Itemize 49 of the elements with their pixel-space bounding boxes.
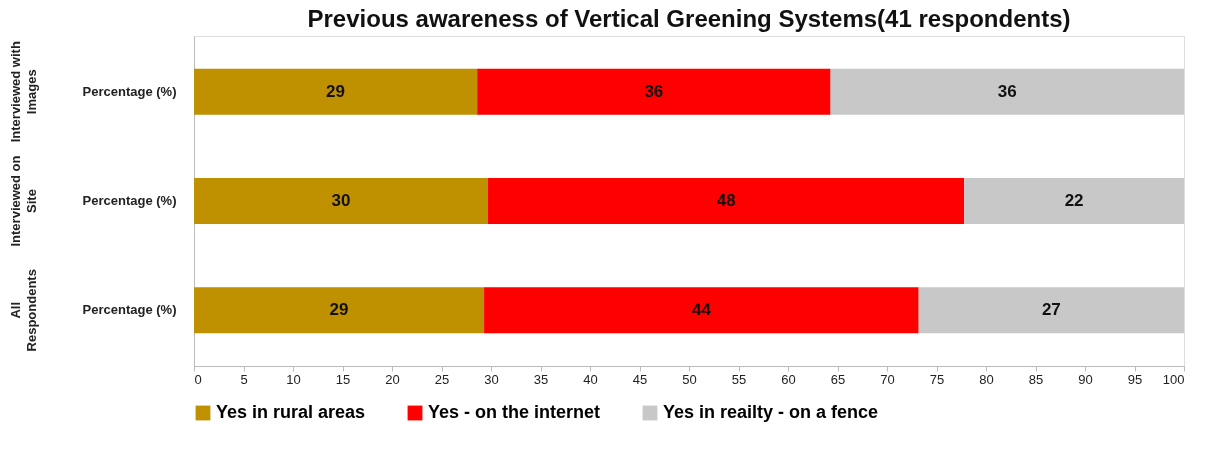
x-tick-label: 15 bbox=[335, 371, 351, 387]
y-tick-label: Percentage (%) bbox=[82, 83, 177, 99]
chart-title: Previous awareness of Vertical Greening Systems(41 respondents) bbox=[307, 5, 1071, 32]
bar bbox=[484, 287, 919, 334]
x-tick-label: 10 bbox=[286, 371, 301, 387]
data-label: 48 bbox=[716, 191, 736, 210]
bar bbox=[194, 287, 485, 334]
bar bbox=[964, 178, 1184, 224]
bar bbox=[194, 178, 489, 224]
bar bbox=[830, 68, 1184, 115]
x-tick-label: 55 bbox=[731, 371, 747, 387]
x-tick-label: 65 bbox=[830, 371, 846, 387]
x-tick-label: 80 bbox=[979, 371, 994, 387]
x-tick-label: 70 bbox=[880, 371, 895, 387]
data-label: 27 bbox=[1041, 300, 1061, 320]
x-tick-label: 45 bbox=[632, 371, 648, 387]
data-label: 29 bbox=[326, 81, 346, 101]
bar bbox=[488, 178, 965, 224]
data-label: 44 bbox=[691, 300, 712, 320]
x-tick-label: 85 bbox=[1028, 371, 1044, 387]
data-label: 29 bbox=[329, 300, 349, 320]
data-label: 36 bbox=[644, 81, 664, 101]
x-tick-label: 5 bbox=[240, 371, 248, 387]
x-tick-label: 75 bbox=[929, 371, 945, 387]
x-tick-label: 60 bbox=[781, 371, 796, 387]
text: Interviewed on Site bbox=[8, 155, 39, 247]
x-tick-label: 25 bbox=[434, 371, 450, 387]
bar bbox=[477, 68, 831, 115]
x-tick-label: 50 bbox=[682, 371, 697, 387]
legend-label: Yes in reailty - on a fence bbox=[663, 402, 879, 422]
y-tick-label: Percentage (%) bbox=[82, 193, 177, 208]
x-tick-label: 100 bbox=[1162, 371, 1185, 387]
data-label: 30 bbox=[331, 191, 351, 210]
x-tick-label: 35 bbox=[533, 371, 549, 387]
legend-label: Yes - on the internet bbox=[428, 402, 601, 422]
text: All Respondents bbox=[8, 269, 39, 352]
bar bbox=[194, 68, 478, 115]
x-tick-label: 20 bbox=[385, 371, 400, 387]
x-tick-label: 0 bbox=[194, 371, 202, 387]
data-label: 22 bbox=[1064, 191, 1084, 210]
x-tick-label: 90 bbox=[1078, 371, 1093, 387]
legend-label: Yes in rural areas bbox=[216, 402, 366, 422]
text: Interviewed with Images bbox=[8, 41, 39, 143]
bar bbox=[918, 287, 1184, 334]
x-tick-label: 30 bbox=[484, 371, 499, 387]
y-tick-label: Percentage (%) bbox=[82, 302, 177, 318]
x-tick-label: 40 bbox=[583, 371, 598, 387]
x-tick-label: 95 bbox=[1127, 371, 1143, 387]
data-label: 36 bbox=[997, 81, 1017, 101]
